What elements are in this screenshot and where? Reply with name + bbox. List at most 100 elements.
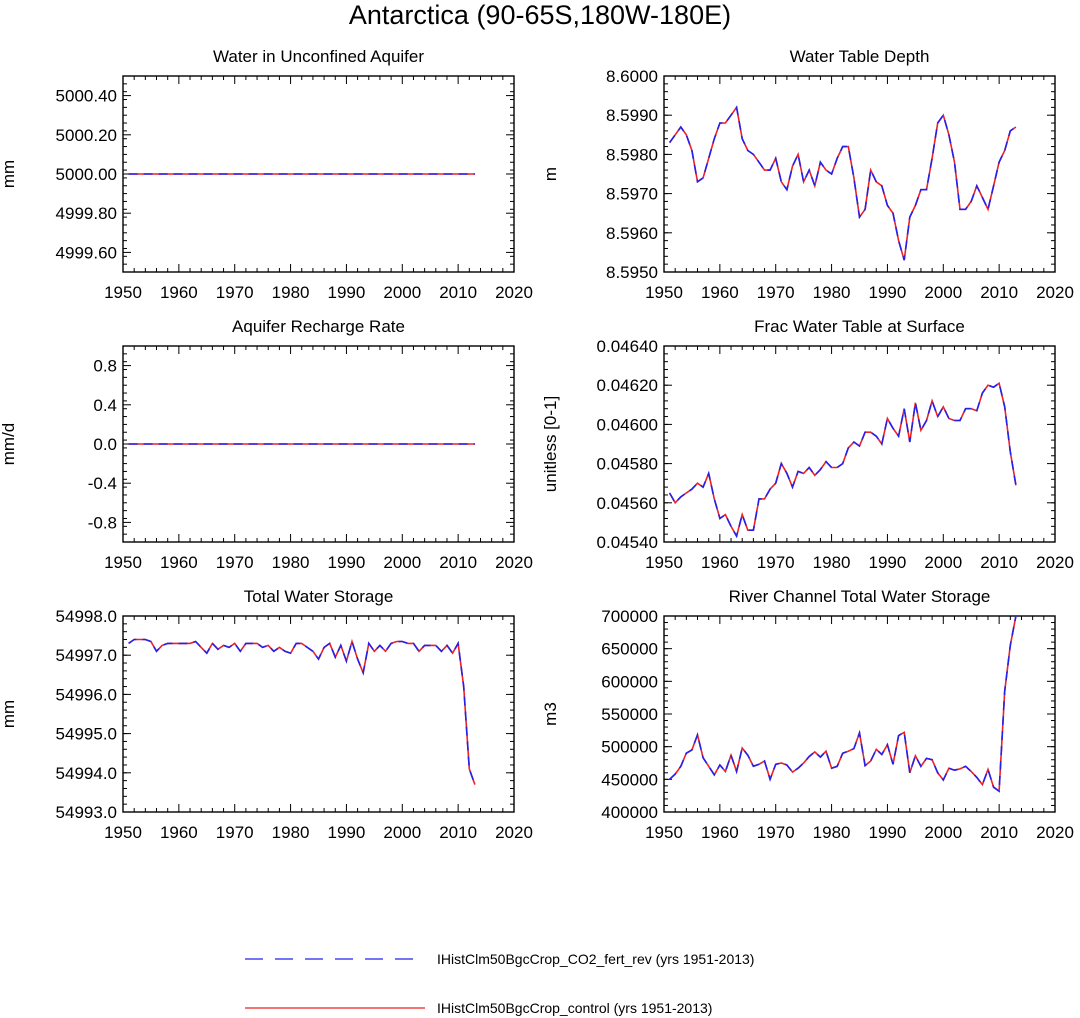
- x-tick-label-water-in-unconfined-aquifer: 1960: [160, 283, 198, 302]
- plot-frame-river-channel-total-water-storage: [663, 615, 1056, 813]
- series-line-co2-fert-rev-water-table-depth: [668, 105, 1017, 261]
- y-tick-label-water-in-unconfined-aquifer: 4999.60: [56, 243, 117, 262]
- x-tick-label-water-in-unconfined-aquifer: 1980: [272, 283, 310, 302]
- panel-aquifer-recharge-rate: Aquifer Recharge Rate 1950 1960 1970 1980 199…: [0, 317, 533, 572]
- y-tick-label-water-table-depth: 8.5980: [606, 145, 658, 164]
- x-tick-label-total-water-storage: 2000: [383, 823, 421, 842]
- x-tick-label-aquifer-recharge-rate: 2010: [439, 553, 477, 572]
- panel-water-in-unconfined-aquifer: Water in Unconfined Aquifer 1950 1960 1970 1…: [0, 47, 533, 302]
- x-tick-label-river-channel-total-water-storage: 1980: [813, 823, 851, 842]
- y-tick-label-total-water-storage: 54997.0: [56, 646, 117, 665]
- y-tick-label-frac-water-table-at-surface: 0.04540: [597, 533, 658, 552]
- series-line-control-river-channel-total-water-storage: [669, 615, 1017, 793]
- y-tick-label-river-channel-total-water-storage: 500000: [601, 738, 658, 757]
- x-tick-label-total-water-storage: 2010: [439, 823, 477, 842]
- y-tick-label-water-table-depth: 8.5950: [606, 263, 658, 282]
- y-tick-label-frac-water-table-at-surface: 0.04600: [597, 415, 658, 434]
- y-tick-label-water-table-depth: 8.5990: [606, 106, 658, 125]
- y-tick-label-river-channel-total-water-storage: 650000: [601, 640, 658, 659]
- y-tick-label-aquifer-recharge-rate: -0.4: [88, 474, 117, 493]
- y-tick-label-total-water-storage: 54998.0: [56, 607, 117, 626]
- x-tick-label-frac-water-table-at-surface: 1990: [869, 553, 907, 572]
- y-tick-label-river-channel-total-water-storage: 550000: [601, 705, 658, 724]
- x-tick-label-water-table-depth: 1960: [701, 283, 739, 302]
- x-tick-label-aquifer-recharge-rate: 1950: [104, 553, 142, 572]
- y-axis-label-water-table-depth: m: [541, 167, 560, 181]
- x-tick-label-aquifer-recharge-rate: 1980: [272, 553, 310, 572]
- series-line-co2-fert-rev-river-channel-total-water-storage: [669, 615, 1017, 793]
- x-tick-label-total-water-storage: 1950: [104, 823, 142, 842]
- x-tick-label-frac-water-table-at-surface: 1950: [645, 553, 683, 572]
- x-tick-label-river-channel-total-water-storage: 2010: [980, 823, 1018, 842]
- x-tick-label-frac-water-table-at-surface: 2000: [924, 553, 962, 572]
- x-tick-label-water-in-unconfined-aquifer: 1990: [328, 283, 366, 302]
- y-tick-label-water-in-unconfined-aquifer: 5000.20: [56, 126, 117, 145]
- panel-title-river-channel-total-water-storage: River Channel Total Water Storage: [729, 587, 991, 606]
- y-tick-label-frac-water-table-at-surface: 0.04640: [597, 337, 658, 356]
- y-tick-label-water-table-depth: 8.5970: [606, 185, 658, 204]
- y-tick-label-aquifer-recharge-rate: 0.0: [93, 435, 117, 454]
- x-tick-label-total-water-storage: 1970: [216, 823, 254, 842]
- x-tick-label-water-in-unconfined-aquifer: 1950: [104, 283, 142, 302]
- y-tick-label-water-in-unconfined-aquifer: 5000.00: [56, 165, 117, 184]
- plot-frame-total-water-storage: [122, 615, 515, 813]
- x-tick-label-aquifer-recharge-rate: 1970: [216, 553, 254, 572]
- x-tick-label-water-table-depth: 1950: [645, 283, 683, 302]
- legend-label-control: IHistClm50BgcCrop_control (yrs 1951-2013…: [437, 1000, 712, 1016]
- series-line-co2-fert-rev-frac-water-table-at-surface: [668, 381, 1017, 539]
- legend-label-co2-fert-rev: IHistClm50BgcCrop_CO2_fert_rev (yrs 1951…: [437, 951, 754, 967]
- panel-title-total-water-storage: Total Water Storage: [244, 587, 394, 606]
- y-tick-label-total-water-storage: 54994.0: [56, 764, 117, 783]
- x-tick-label-river-channel-total-water-storage: 2000: [924, 823, 962, 842]
- x-tick-label-river-channel-total-water-storage: 1960: [701, 823, 739, 842]
- y-tick-label-river-channel-total-water-storage: 400000: [601, 803, 658, 822]
- x-tick-label-aquifer-recharge-rate: 2000: [383, 553, 421, 572]
- panel-total-water-storage: Total Water Storage 1950 1960 1970 1980 1990 2…: [0, 587, 533, 842]
- y-axis-label-aquifer-recharge-rate: mm/d: [0, 423, 18, 466]
- y-tick-label-river-channel-total-water-storage: 450000: [601, 770, 658, 789]
- y-axis-label-water-in-unconfined-aquifer: mm: [0, 160, 18, 188]
- y-tick-label-frac-water-table-at-surface: 0.04560: [597, 494, 658, 513]
- legend: IHistClm50BgcCrop_CO2_fert_rev (yrs 1951…: [245, 951, 754, 1016]
- y-tick-label-frac-water-table-at-surface: 0.04620: [597, 376, 658, 395]
- y-tick-label-total-water-storage: 54993.0: [56, 803, 117, 822]
- x-tick-label-frac-water-table-at-surface: 2020: [1036, 553, 1074, 572]
- x-tick-label-frac-water-table-at-surface: 1960: [701, 553, 739, 572]
- y-tick-label-river-channel-total-water-storage: 700000: [601, 607, 658, 626]
- panel-title-water-in-unconfined-aquifer: Water in Unconfined Aquifer: [213, 47, 424, 66]
- y-tick-label-aquifer-recharge-rate: 0.4: [93, 396, 117, 415]
- y-tick-label-total-water-storage: 54995.0: [56, 725, 117, 744]
- panels-group: Water in Unconfined Aquifer 1950 1960 1970 1…: [0, 47, 1074, 842]
- y-tick-label-frac-water-table-at-surface: 0.04580: [597, 455, 658, 474]
- x-tick-label-water-table-depth: 2010: [980, 283, 1018, 302]
- x-tick-label-river-channel-total-water-storage: 2020: [1036, 823, 1074, 842]
- series-line-co2-fert-rev-total-water-storage: [128, 638, 476, 785]
- y-tick-label-aquifer-recharge-rate: -0.8: [88, 513, 117, 532]
- x-tick-label-river-channel-total-water-storage: 1970: [757, 823, 795, 842]
- x-tick-label-total-water-storage: 1980: [272, 823, 310, 842]
- panel-river-channel-total-water-storage: River Channel Total Water Storage 1950 196…: [541, 587, 1074, 842]
- series-line-control-total-water-storage: [128, 638, 476, 785]
- figure-title: Antarctica (90-65S,180W-180E): [349, 0, 731, 30]
- y-tick-label-water-in-unconfined-aquifer: 5000.40: [56, 87, 117, 106]
- x-tick-label-aquifer-recharge-rate: 2020: [495, 553, 533, 572]
- panel-title-aquifer-recharge-rate: Aquifer Recharge Rate: [232, 317, 405, 336]
- x-tick-label-water-table-depth: 1990: [869, 283, 907, 302]
- y-tick-label-river-channel-total-water-storage: 600000: [601, 672, 658, 691]
- x-tick-label-water-in-unconfined-aquifer: 1970: [216, 283, 254, 302]
- y-tick-label-water-table-depth: 8.5960: [606, 224, 658, 243]
- y-axis-label-frac-water-table-at-surface: unitless [0-1]: [541, 396, 560, 492]
- x-tick-label-frac-water-table-at-surface: 2010: [980, 553, 1018, 572]
- x-tick-label-frac-water-table-at-surface: 1980: [813, 553, 851, 572]
- x-tick-label-water-in-unconfined-aquifer: 2010: [439, 283, 477, 302]
- x-tick-label-water-in-unconfined-aquifer: 2020: [495, 283, 533, 302]
- y-tick-label-aquifer-recharge-rate: 0.8: [93, 357, 117, 376]
- panel-title-water-table-depth: Water Table Depth: [790, 47, 930, 66]
- panel-water-table-depth: Water Table Depth 1950 1960 1970 1980 1990 200…: [541, 47, 1074, 302]
- x-tick-label-total-water-storage: 1960: [160, 823, 198, 842]
- x-tick-label-river-channel-total-water-storage: 1950: [645, 823, 683, 842]
- y-axis-label-total-water-storage: mm: [0, 700, 18, 728]
- plot-frame-water-table-depth: [663, 75, 1056, 273]
- x-tick-label-frac-water-table-at-surface: 1970: [757, 553, 795, 572]
- series-line-control-frac-water-table-at-surface: [668, 381, 1017, 539]
